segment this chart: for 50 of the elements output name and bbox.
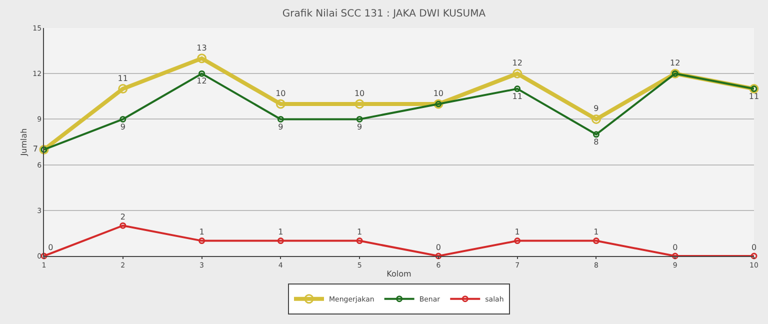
data-label: 10 — [354, 89, 365, 98]
point — [197, 54, 207, 64]
point — [750, 252, 758, 260]
point — [514, 86, 521, 92]
data-label: 9 — [120, 122, 126, 132]
point — [356, 116, 363, 122]
data-label: 9 — [278, 122, 284, 132]
point — [356, 238, 363, 244]
data-label: 9 — [594, 104, 599, 114]
point — [672, 252, 678, 260]
point — [592, 238, 600, 244]
point — [276, 99, 286, 109]
data-label: 9 — [357, 122, 362, 132]
point — [198, 238, 206, 244]
point — [514, 238, 521, 244]
data-label: 0 — [672, 242, 678, 252]
data-label: 10 — [276, 89, 286, 98]
data-label: 12 — [196, 76, 207, 86]
point — [512, 68, 522, 78]
data-label: 10 — [433, 89, 444, 98]
data-label: 1 — [514, 228, 520, 237]
data-label: 1 — [594, 228, 599, 237]
point — [592, 131, 600, 138]
y-axis-title: Jumlah — [19, 128, 28, 157]
data-label: 1 — [357, 228, 362, 237]
x-axis-title: Kolom — [386, 270, 412, 278]
point — [277, 238, 284, 244]
data-label: 1 — [278, 228, 284, 237]
data-label: 11 — [512, 92, 522, 101]
point — [591, 114, 601, 124]
data-label: 2 — [120, 212, 126, 222]
data-label: 0 — [751, 242, 757, 252]
point — [120, 222, 126, 229]
data-label: 0 — [436, 242, 441, 252]
data-label: 12 — [512, 58, 522, 68]
data-label: 12 — [670, 58, 680, 68]
data-label: 13 — [196, 43, 207, 52]
point — [118, 84, 128, 94]
data-label: 8 — [594, 138, 599, 147]
point — [354, 99, 364, 109]
data-label: 7 — [32, 144, 38, 154]
data-label: 11 — [748, 92, 760, 101]
point — [277, 116, 284, 122]
data-label: 11 — [118, 74, 128, 83]
point — [198, 70, 206, 77]
data-label: 0 — [48, 242, 54, 252]
data-label: 1 — [199, 228, 204, 237]
chart-title: Grafik Nilai SCC 131 : JAKA DWI KUSUMA — [282, 8, 486, 20]
point — [120, 116, 126, 122]
point — [435, 252, 442, 260]
